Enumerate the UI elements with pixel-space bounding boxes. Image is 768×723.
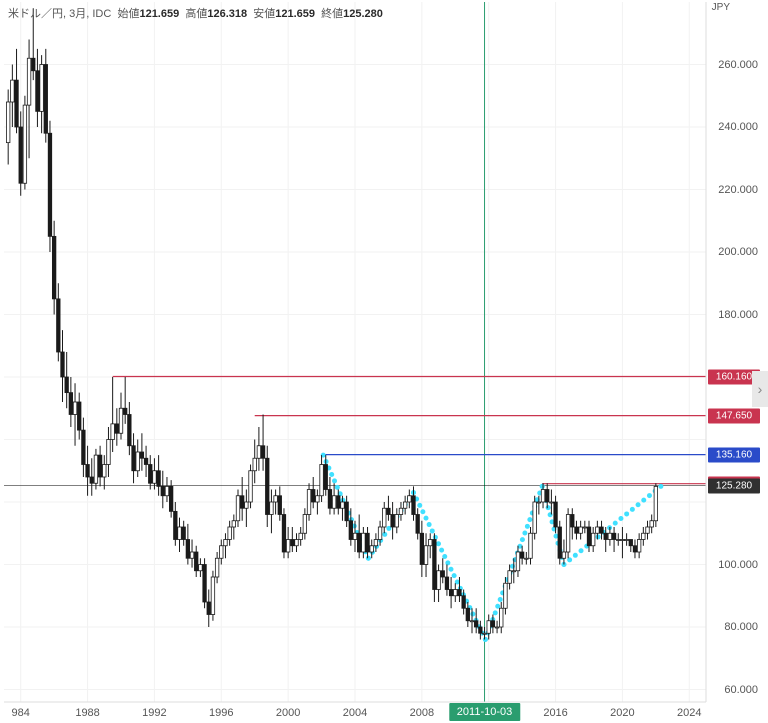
x-tick-label: 1988 <box>75 707 99 719</box>
x-tick-label: 2004 <box>343 707 367 719</box>
x-tick-label: 1996 <box>209 707 233 719</box>
open-label: 始値 <box>117 8 139 20</box>
chart-container[interactable]: 米ドル／円, 3月, IDC 始値121.659 高値126.318 安値121… <box>0 0 768 723</box>
price-level-tag: 147.650 <box>708 408 760 423</box>
y-tick-label: 180.000 <box>718 309 758 321</box>
x-tick-label: 2008 <box>410 707 434 719</box>
symbol: 米ドル／円 <box>8 8 63 20</box>
y-tick-label: 80.000 <box>724 621 758 633</box>
price-level-tag: 125.280 <box>708 478 760 493</box>
x-tick-label: 984 <box>12 707 30 719</box>
low-value: 121.659 <box>275 8 315 20</box>
x-tick-label: 2000 <box>276 707 300 719</box>
chart-header: 米ドル／円, 3月, IDC 始値121.659 高値126.318 安値121… <box>8 5 383 21</box>
x-tick-label: 2016 <box>543 707 567 719</box>
close-value: 125.280 <box>343 8 383 20</box>
period: 3月 <box>69 8 86 20</box>
x-tick-label: 1992 <box>142 707 166 719</box>
crosshair-date-tag: 2011-10-03 <box>449 703 520 721</box>
x-tick-label: 2024 <box>677 707 701 719</box>
y-tick-label: 260.000 <box>718 59 758 71</box>
x-tick-label: 2020 <box>610 707 634 719</box>
chart-svg <box>0 0 768 723</box>
expand-panel-icon[interactable]: › <box>752 371 768 407</box>
provider: IDC <box>92 8 111 20</box>
y-tick-label: 100.000 <box>718 559 758 571</box>
high-value: 126.318 <box>207 8 247 20</box>
price-level-tag: 135.160 <box>708 447 760 462</box>
y-tick-label: 220.000 <box>718 184 758 196</box>
y-tick-label: 200.000 <box>718 246 758 258</box>
open-value: 121.659 <box>139 8 179 20</box>
y-tick-label: 60.000 <box>724 684 758 696</box>
close-label: 終値 <box>321 8 343 20</box>
high-label: 高値 <box>185 8 207 20</box>
y-tick-label: 240.000 <box>718 121 758 133</box>
currency-label: JPY <box>712 2 730 13</box>
low-label: 安値 <box>253 8 275 20</box>
